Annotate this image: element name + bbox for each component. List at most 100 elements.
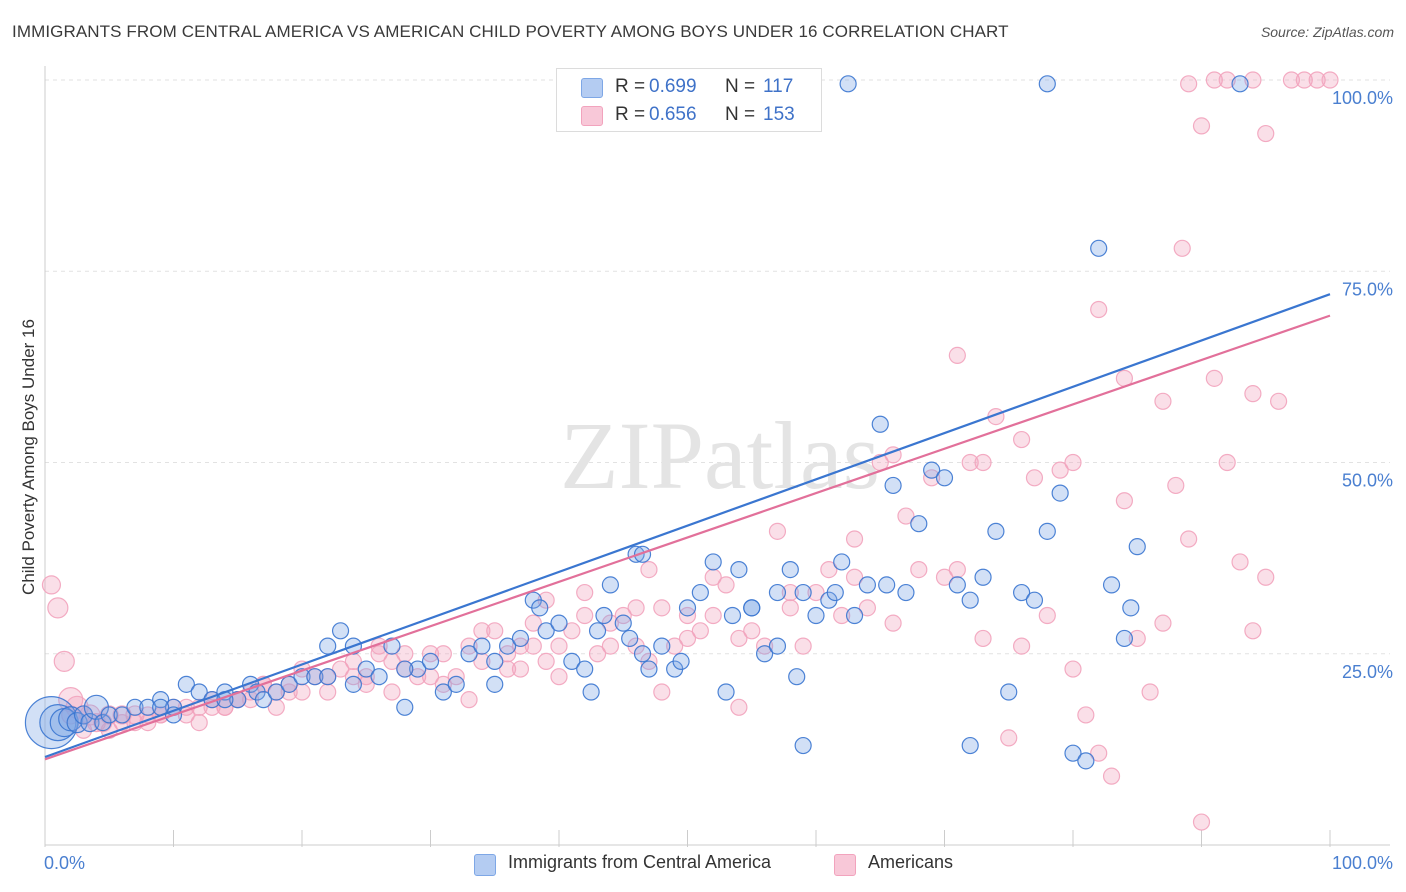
data-point (100, 706, 118, 724)
data-point (923, 461, 941, 479)
data-point (190, 713, 208, 732)
data-point (280, 675, 298, 693)
data-point (319, 637, 337, 655)
data-point (794, 736, 812, 755)
data-point (1000, 729, 1018, 747)
data-point (666, 637, 684, 655)
data-point (588, 645, 607, 663)
data-point (1244, 385, 1262, 403)
data-point (396, 660, 414, 678)
data-point (845, 530, 864, 548)
data-point (1231, 553, 1249, 571)
data-point (691, 583, 709, 602)
data-point (293, 683, 311, 701)
data-point (39, 703, 77, 742)
data-point (871, 415, 889, 433)
data-point (524, 637, 542, 655)
data-point (1077, 706, 1095, 724)
data-point (640, 660, 658, 678)
data-point (588, 622, 607, 640)
data-point (1218, 71, 1236, 89)
data-point (113, 706, 131, 724)
x-tick-label: 100.0% (1332, 853, 1393, 873)
data-point (788, 668, 806, 686)
data-point (319, 668, 337, 686)
data-point (1090, 744, 1108, 762)
data-point (267, 698, 285, 716)
data-point (576, 583, 594, 602)
data-point (460, 645, 478, 663)
data-point (839, 75, 857, 93)
data-point (473, 652, 491, 671)
data-point (845, 568, 864, 586)
data-point (723, 606, 742, 625)
data-point (576, 660, 594, 678)
data-point (672, 652, 690, 671)
data-point (974, 568, 992, 586)
data-point (678, 629, 697, 648)
data-point (768, 522, 787, 540)
y-tick-label: 50.0% (1342, 471, 1393, 491)
legend-label: Americans (868, 852, 954, 872)
data-point (1012, 430, 1031, 449)
data-point (820, 560, 838, 579)
n-value: 117 (763, 76, 794, 97)
data-point (1090, 300, 1108, 319)
data-point (1192, 117, 1211, 135)
axes (44, 66, 1390, 847)
data-point (1295, 71, 1313, 89)
data-point (1244, 71, 1262, 89)
data-point (139, 698, 157, 716)
data-point (717, 683, 735, 701)
data-point (80, 712, 100, 733)
data-point (1141, 683, 1159, 701)
stats-legend-row-pink: R = 0.656 N = 153 (557, 101, 821, 129)
data-point (537, 652, 555, 671)
data-point (897, 507, 915, 525)
pink-swatch-icon (581, 106, 603, 126)
data-point (1167, 476, 1185, 495)
blue-swatch-icon (474, 854, 496, 876)
data-point (370, 645, 388, 663)
data-point (781, 560, 799, 579)
data-point (743, 599, 761, 617)
y-axis-label: Child Poverty Among Boys Under 16 (19, 319, 38, 595)
data-point (1257, 124, 1275, 143)
data-point (576, 606, 594, 625)
data-point (73, 705, 94, 725)
data-point (1102, 576, 1121, 594)
data-point (531, 599, 549, 617)
data-point (935, 469, 954, 487)
data-point (1051, 484, 1069, 502)
data-point (768, 583, 787, 602)
data-point (486, 622, 504, 640)
data-point (1231, 75, 1249, 93)
data-point (884, 476, 902, 495)
data-point (1051, 461, 1069, 479)
data-point (1180, 530, 1198, 548)
data-point (974, 629, 992, 648)
data-point (704, 606, 722, 625)
data-point (1205, 71, 1223, 89)
data-point (987, 522, 1005, 540)
data-point (601, 576, 620, 594)
data-point (267, 683, 285, 701)
legend-label: Immigrants from Central America (508, 852, 772, 872)
blue-swatch-icon (581, 78, 603, 98)
data-point (845, 606, 864, 625)
data-point (653, 683, 671, 701)
data-point (550, 614, 568, 632)
data-point (627, 599, 645, 617)
data-point (1064, 660, 1082, 678)
data-point (582, 683, 600, 701)
data-point (974, 453, 992, 472)
data-point (1012, 637, 1031, 655)
data-point (499, 660, 517, 678)
r-label: R = (615, 76, 646, 97)
data-point (653, 599, 671, 617)
data-point (1000, 683, 1018, 701)
data-point (421, 652, 440, 671)
data-point (730, 629, 748, 648)
data-point (331, 622, 350, 640)
data-point (833, 553, 851, 571)
